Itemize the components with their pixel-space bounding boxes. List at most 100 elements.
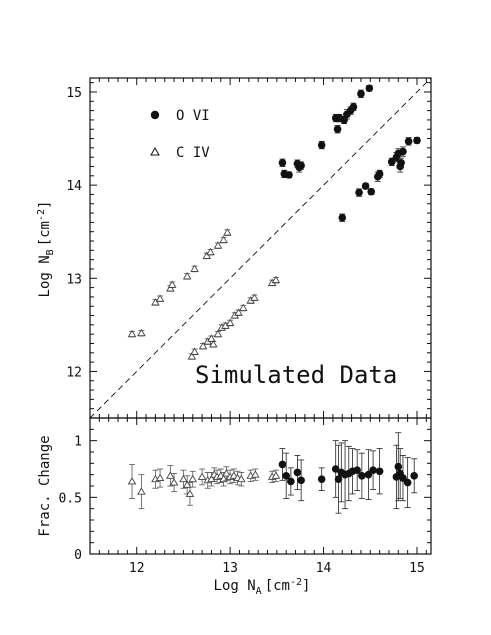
top-point-c-iv: [190, 264, 199, 272]
bottom-point-o-vi: [375, 467, 384, 476]
top-point-o-vi: [399, 147, 407, 156]
top-point-o-vi: [349, 103, 358, 111]
bottom-point-o-vi: [287, 477, 295, 486]
top-point-o-vi: [413, 136, 421, 145]
bottom-point-c-iv: [229, 471, 239, 479]
legend-marker-c-iv: [150, 146, 160, 156]
bottom-data-points: [127, 432, 418, 514]
top-axis-ticks: [90, 78, 431, 418]
top-point-o-vi: [333, 125, 342, 134]
top-point-c-iv: [127, 329, 137, 338]
bottom-point-o-vi: [369, 466, 377, 474]
x-tick-label: 13: [222, 561, 238, 576]
top-data-points: [127, 84, 421, 360]
top-y-tick-label: 13: [66, 272, 82, 287]
bottom-point-o-vi: [334, 475, 343, 484]
top-point-c-iv: [209, 340, 218, 348]
bottom-point-c-iv: [185, 489, 195, 497]
top-point-c-iv: [219, 235, 228, 244]
top-y-tick-label: 14: [66, 179, 82, 194]
x-axis-title-subscript: A: [256, 586, 262, 597]
bottom-y-axis-title: Frac. Change: [37, 435, 53, 536]
top-point-c-iv: [238, 303, 248, 312]
bottom-y-tick-label: 1: [74, 435, 82, 450]
top-y-axis-title-exponent: -2: [36, 209, 47, 221]
top-point-c-iv: [213, 329, 223, 338]
top-point-o-vi: [387, 158, 396, 166]
top-point-c-iv: [213, 241, 223, 249]
bottom-point-o-vi: [282, 472, 290, 480]
x-tick-label: 14: [316, 561, 332, 576]
bottom-point-c-iv: [222, 469, 231, 477]
top-panel: 12 13 14 15 O VI C IV Simulated Data Log NB…: [36, 77, 432, 419]
bottom-point-o-vi: [353, 466, 361, 474]
top-point-c-iv: [190, 347, 199, 355]
top-point-o-vi: [285, 171, 293, 179]
x-axis-title-exponent: -2: [290, 577, 302, 588]
bottom-point-o-vi: [364, 470, 373, 479]
bottom-point-o-vi: [410, 472, 418, 480]
bottom-point-c-iv: [127, 477, 137, 485]
x-axis-title: Log NA [cm-2]: [214, 577, 311, 597]
top-point-o-vi: [365, 84, 374, 93]
top-point-o-vi: [397, 158, 405, 167]
top-point-c-iv: [234, 308, 243, 316]
top-point-c-iv: [187, 352, 197, 360]
x-tick-label: 12: [129, 561, 145, 576]
bottom-point-c-iv: [271, 471, 281, 479]
legend-marker-o-vi: [150, 110, 160, 120]
bottom-point-o-vi: [394, 462, 403, 471]
bottom-point-c-iv: [169, 478, 179, 486]
bottom-panel: 00.51 12 13 14 15 Frac. Change Log NA [cm-2]: [37, 417, 432, 597]
top-y-axis-title: Log NB[cm-2]: [36, 201, 56, 298]
bottom-point-o-vi: [293, 468, 302, 477]
bottom-point-c-iv: [155, 473, 165, 482]
top-point-c-iv: [271, 275, 281, 284]
legend-label-o-vi: O VI: [176, 108, 210, 124]
bottom-point-c-iv: [179, 474, 188, 483]
bottom-point-c-iv: [166, 471, 175, 479]
top-point-c-iv: [151, 298, 160, 306]
bottom-point-o-vi: [399, 474, 407, 482]
top-point-o-vi: [355, 188, 363, 197]
top-point-c-iv: [202, 251, 212, 259]
legend-label-c-iv: C IV: [176, 145, 210, 161]
top-point-c-iv: [182, 272, 192, 280]
bottom-point-c-iv: [137, 487, 146, 495]
simulated-data-annotation: Simulated Data: [195, 361, 397, 389]
top-point-c-iv: [250, 293, 259, 301]
top-point-o-vi: [404, 137, 413, 146]
one-to-one-reference-line: [89, 77, 432, 419]
top-point-c-iv: [223, 228, 232, 236]
bottom-point-c-iv: [237, 474, 246, 483]
bottom-point-o-vi: [317, 475, 326, 484]
top-point-o-vi: [361, 182, 370, 190]
x-tick-label: 15: [409, 561, 425, 576]
bottom-point-c-iv: [182, 480, 192, 488]
bottom-point-c-iv: [251, 470, 260, 478]
bottom-y-tick-label: 0.5: [59, 491, 82, 506]
top-y-tick-label: 12: [66, 365, 82, 380]
bottom-axis-ticks: [90, 418, 431, 554]
bottom-point-o-vi: [278, 460, 287, 469]
top-point-o-vi: [317, 141, 326, 149]
top-point-o-vi: [367, 187, 376, 196]
top-point-c-iv: [166, 284, 175, 292]
bottom-y-tick-label: 0: [74, 548, 82, 563]
top-point-o-vi: [297, 161, 305, 170]
top-point-o-vi: [357, 90, 365, 98]
top-point-c-iv: [198, 341, 208, 350]
legend: O VI C IV: [150, 108, 210, 161]
bottom-point-o-vi: [331, 465, 340, 473]
top-point-o-vi: [375, 170, 384, 178]
x-tick-labels: 12 13 14 15: [129, 561, 425, 576]
top-point-c-iv: [155, 294, 165, 302]
top-y-tick-labels: 12 13 14 15: [66, 86, 82, 380]
top-y-tick-label: 15: [66, 86, 82, 101]
bottom-point-o-vi: [297, 476, 305, 485]
top-point-c-iv: [225, 318, 235, 326]
bottom-point-c-iv: [188, 474, 198, 483]
top-point-c-iv: [137, 328, 146, 337]
bottom-y-tick-labels: 00.51: [59, 435, 82, 563]
